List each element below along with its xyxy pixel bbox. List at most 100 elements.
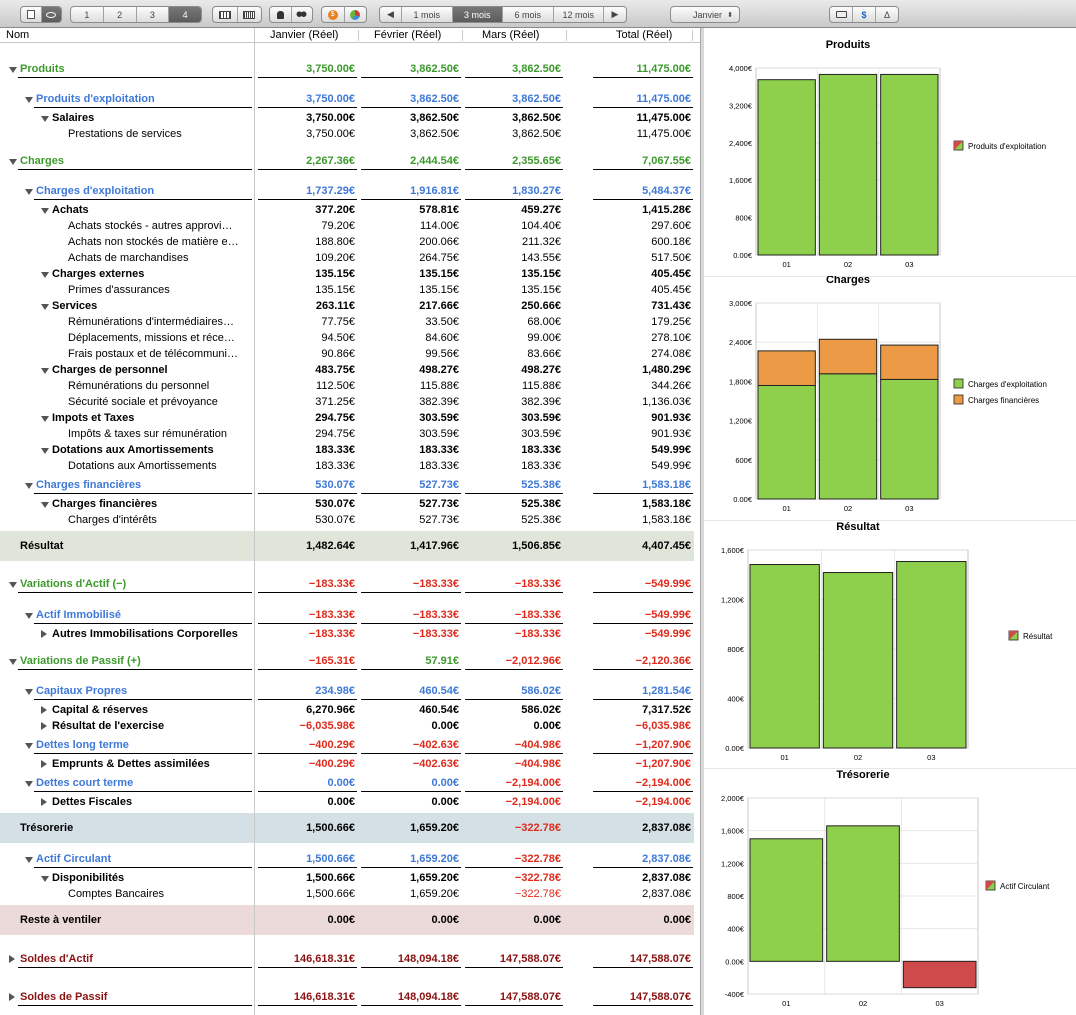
disclosure-expanded-icon[interactable] bbox=[41, 876, 49, 882]
table-row-dettes-fiscales[interactable]: Dettes Fiscales 0.00€ 0.00€ −2,194.00€ −2,19… bbox=[0, 796, 700, 812]
cell-janvier[interactable]: 90.86€ bbox=[321, 348, 355, 360]
eye-icon[interactable] bbox=[41, 7, 61, 22]
cell-fevrier[interactable]: 3,862.50€ bbox=[410, 93, 459, 105]
cell-total[interactable]: 147,588.07€ bbox=[629, 991, 691, 1003]
table-row-produits[interactable]: Produits 3,750.00€ 3,862.50€ 3,862.50€ 11,47… bbox=[0, 63, 700, 79]
cell-mars[interactable]: 382.39€ bbox=[521, 396, 561, 408]
table-row-soldes-passif[interactable]: Soldes de Passif 146,618.31€ 148,094.18€ 14… bbox=[0, 991, 700, 1007]
cell-janvier[interactable]: 3,750.00€ bbox=[306, 93, 355, 105]
cell-total[interactable]: −2,120.36€ bbox=[635, 655, 691, 667]
cell-mars[interactable]: 147,588.07€ bbox=[499, 991, 561, 1003]
header-fevrier[interactable]: Février (Réel) bbox=[374, 29, 442, 41]
cell-total[interactable]: 11,475.00€ bbox=[636, 128, 691, 140]
view-mode-toggle[interactable] bbox=[20, 6, 62, 23]
table-row-primes[interactable]: Primes d'assurances 135.15€ 135.15€ 135.15€… bbox=[0, 284, 700, 300]
next-period-icon[interactable]: ▶ bbox=[611, 9, 619, 19]
cell-mars[interactable]: 183.33€ bbox=[521, 444, 561, 456]
cell-total[interactable]: 1,415.28€ bbox=[642, 204, 691, 216]
cell-fevrier[interactable]: −402.63€ bbox=[412, 739, 459, 751]
bar-02-résultat[interactable] bbox=[822, 572, 894, 749]
cell-total[interactable]: 7,317.52€ bbox=[642, 704, 691, 716]
user-icon[interactable] bbox=[270, 7, 292, 22]
disclosure-collapsed-icon[interactable] bbox=[41, 706, 47, 714]
previous-period-icon[interactable]: ◀ bbox=[380, 7, 402, 22]
bar-03-produits-d-exploitation[interactable] bbox=[880, 73, 939, 256]
cell-total[interactable]: 901.93€ bbox=[651, 428, 691, 440]
cell-janvier[interactable]: 183.33€ bbox=[315, 444, 355, 456]
table-row-dettes-court[interactable]: Dettes court terme 0.00€ 0.00€ −2,194.00€ −2… bbox=[0, 777, 700, 793]
table-row-charges-financieres[interactable]: Charges financières 530.07€ 527.73€ 525.38€… bbox=[0, 479, 700, 495]
cell-fevrier[interactable]: 460.54€ bbox=[419, 704, 459, 716]
layout-toggle[interactable] bbox=[212, 6, 262, 23]
cell-mars[interactable]: −322.78€ bbox=[514, 872, 561, 884]
delta-button[interactable]: Δ bbox=[883, 9, 890, 20]
cell-fevrier[interactable]: 183.33€ bbox=[419, 460, 459, 472]
cell-total[interactable]: 11,475.00€ bbox=[636, 112, 691, 124]
page-1-button[interactable]: 1 bbox=[71, 7, 104, 22]
disclosure-expanded-icon[interactable] bbox=[9, 659, 17, 665]
cell-total[interactable]: 1,583.18€ bbox=[642, 514, 691, 526]
cell-fevrier[interactable]: 1,659.20€ bbox=[410, 853, 459, 865]
table-row-dotations-sub[interactable]: Dotations aux Amortissements 183.33€ 183.3… bbox=[0, 460, 700, 476]
cell-mars[interactable]: 498.27€ bbox=[521, 364, 561, 376]
cell-janvier[interactable]: 183.33€ bbox=[315, 460, 355, 472]
cell-janvier[interactable]: −183.33€ bbox=[308, 628, 355, 640]
period-3-mois[interactable]: 3 mois bbox=[452, 7, 503, 22]
users-toggle[interactable] bbox=[269, 6, 313, 23]
cell-fevrier[interactable]: 527.73€ bbox=[419, 514, 459, 526]
disclosure-collapsed-icon[interactable] bbox=[41, 798, 47, 806]
table-row-soldes-actif[interactable]: Soldes d'Actif 146,618.31€ 148,094.18€ 147,… bbox=[0, 953, 700, 969]
cell-mars[interactable]: 586.02€ bbox=[521, 685, 561, 697]
table-row-variations-actif[interactable]: Variations d'Actif (−) −183.33€ −183.33€ −1… bbox=[0, 578, 700, 594]
disclosure-expanded-icon[interactable] bbox=[25, 781, 33, 787]
cell-fevrier[interactable]: 0.00€ bbox=[431, 914, 459, 926]
cell-mars[interactable]: −404.98€ bbox=[514, 739, 561, 751]
table-row-frais-postaux[interactable]: Frais postaux et de télécommuni… 90.86€ 99… bbox=[0, 348, 700, 364]
disclosure-expanded-icon[interactable] bbox=[9, 582, 17, 588]
table-row-produits-exploitation[interactable]: Produits d'exploitation 3,750.00€ 3,862.50… bbox=[0, 93, 700, 109]
header-mars[interactable]: Mars (Réel) bbox=[482, 29, 540, 41]
currency-coin-icon[interactable]: $ bbox=[322, 7, 345, 22]
bar-01-produits-d-exploitation[interactable] bbox=[757, 79, 816, 256]
display-options[interactable]: $ Δ bbox=[829, 6, 899, 23]
cell-janvier[interactable]: 1,500.66€ bbox=[306, 872, 355, 884]
cell-fevrier[interactable]: 1,916.81€ bbox=[410, 185, 459, 197]
cell-janvier[interactable]: 263.11€ bbox=[315, 300, 355, 312]
cell-total[interactable]: 2,837.08€ bbox=[642, 888, 691, 900]
table-row-comptes-bancaires[interactable]: Comptes Bancaires 1,500.66€ 1,659.20€ −322.… bbox=[0, 888, 700, 904]
cell-mars[interactable]: −322.78€ bbox=[514, 822, 561, 834]
cell-total[interactable]: 278.10€ bbox=[651, 332, 691, 344]
cell-mars[interactable]: −2,194.00€ bbox=[505, 796, 561, 808]
cell-mars[interactable]: −183.33€ bbox=[514, 609, 561, 621]
cell-mars[interactable]: 3,862.50€ bbox=[512, 63, 561, 75]
table-row-prestations[interactable]: Prestations de services 3,750.00€ 3,862.50… bbox=[0, 128, 700, 144]
users-icon[interactable] bbox=[292, 7, 313, 22]
cell-mars[interactable]: 211.32€ bbox=[522, 236, 561, 248]
cell-total[interactable]: −6,035.98€ bbox=[635, 720, 691, 732]
cell-fevrier[interactable]: 99.56€ bbox=[425, 348, 459, 360]
currency-button[interactable]: $ bbox=[853, 7, 876, 22]
bar-02-charges-d-exploitation[interactable] bbox=[818, 373, 878, 500]
cell-total[interactable]: −2,194.00€ bbox=[635, 777, 691, 789]
bar-01-charges-financières[interactable] bbox=[757, 350, 816, 386]
disclosure-collapsed-icon[interactable] bbox=[41, 722, 47, 730]
header-nom[interactable]: Nom bbox=[6, 29, 30, 41]
cell-mars[interactable]: 0.00€ bbox=[533, 914, 561, 926]
cell-janvier[interactable]: −6,035.98€ bbox=[299, 720, 355, 732]
cell-total[interactable]: 1,136.03€ bbox=[642, 396, 691, 408]
cell-mars[interactable]: 104.40€ bbox=[521, 220, 561, 232]
table-row-securite-sociale[interactable]: Sécurité sociale et prévoyance 371.25€ 382… bbox=[0, 396, 700, 412]
cell-total[interactable]: 549.99€ bbox=[651, 444, 691, 456]
cell-total[interactable]: −549.99€ bbox=[644, 578, 691, 590]
table-row-variations-passif[interactable]: Variations de Passif (+) −165.31€ 57.91€ −2… bbox=[0, 655, 700, 671]
cell-mars[interactable]: 459.27€ bbox=[521, 204, 561, 216]
bar-02-charges-financières[interactable] bbox=[818, 338, 878, 375]
table-row-deplacements[interactable]: Déplacements, missions et réce… 94.50€ 84.… bbox=[0, 332, 700, 348]
cell-mars[interactable]: 68.00€ bbox=[527, 316, 561, 328]
cell-janvier[interactable]: 1,737.29€ bbox=[306, 185, 355, 197]
cell-mars[interactable]: 147,588.07€ bbox=[499, 953, 561, 965]
bar-01-actif-circulant[interactable] bbox=[749, 838, 824, 962]
cell-mars[interactable]: −322.78€ bbox=[514, 853, 561, 865]
cell-mars[interactable]: 303.59€ bbox=[521, 412, 561, 424]
cell-fevrier[interactable]: 382.39€ bbox=[419, 396, 459, 408]
